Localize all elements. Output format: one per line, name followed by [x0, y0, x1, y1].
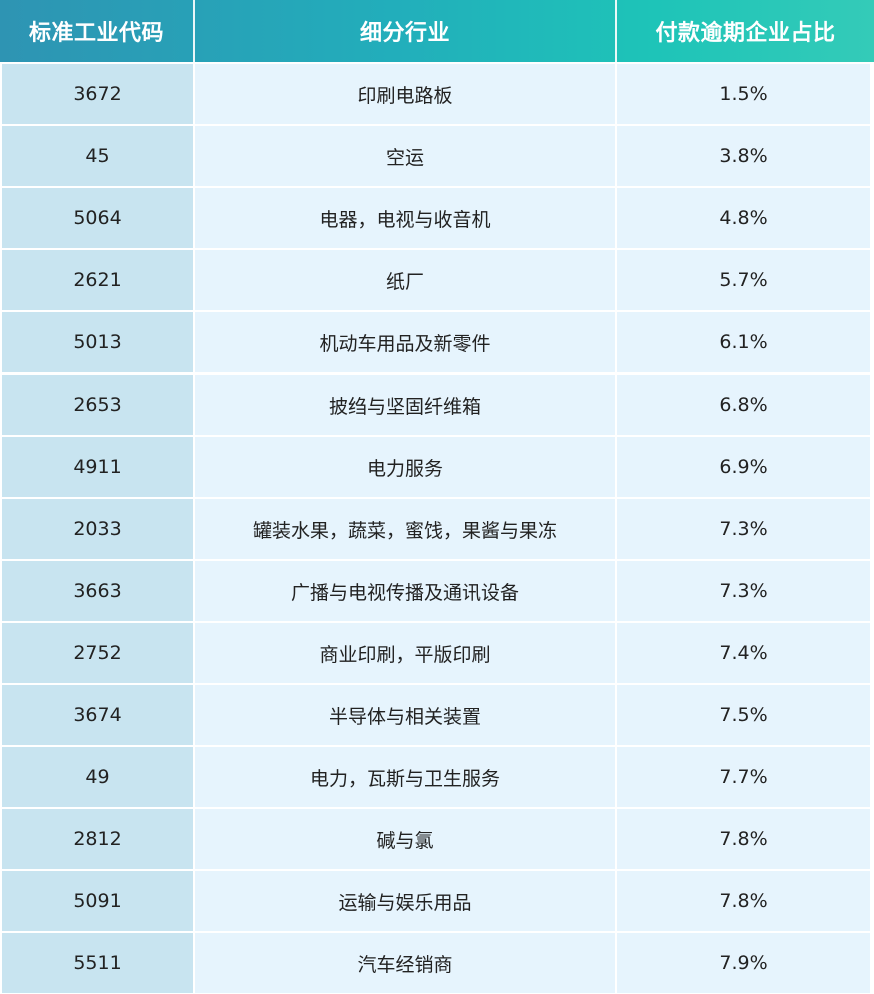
cell-sic-code: 5091 [2, 871, 193, 931]
table-row: 2653 披绉与坚固纤维箱 6.8% [0, 375, 874, 435]
cell-sub-industry: 碱与氯 [195, 809, 615, 869]
header-overdue-share: 付款逾期企业占比 [655, 21, 836, 46]
cell-overdue-share: 6.9% [617, 437, 870, 497]
cell-sic-code: 2812 [2, 809, 193, 869]
cell-sub-industry: 电器，电视与收音机 [195, 188, 615, 248]
cell-sub-industry: 电力服务 [195, 437, 615, 497]
table-row: 5013 机动车用品及新零件 6.1% [0, 312, 874, 372]
cell-overdue-share: 4.8% [617, 188, 870, 248]
cell-overdue-share: 7.8% [617, 871, 870, 931]
cell-sic-code: 2752 [2, 623, 193, 683]
cell-sub-industry: 罐装水果，蔬菜，蜜饯，果酱与果冻 [195, 499, 615, 559]
table-row: 3663 广播与电视传播及通讯设备 7.3% [0, 561, 874, 621]
cell-sub-industry: 披绉与坚固纤维箱 [195, 375, 615, 435]
cell-sic-code: 4911 [2, 437, 193, 497]
cell-sic-code: 45 [2, 126, 193, 186]
cell-sic-code: 3674 [2, 685, 193, 745]
cell-sic-code: 5511 [2, 933, 193, 993]
cell-overdue-share: 7.8% [617, 809, 870, 869]
cell-overdue-share: 7.4% [617, 623, 870, 683]
table-row: 5511 汽车经销商 7.9% [0, 933, 874, 993]
cell-overdue-share: 1.5% [617, 64, 870, 124]
cell-overdue-share: 6.8% [617, 375, 870, 435]
table-row: 2812 碱与氯 7.8% [0, 809, 874, 869]
cell-sic-code: 5064 [2, 188, 193, 248]
table-row: 3672 印刷电路板 1.5% [0, 64, 874, 124]
table-row: 3674 半导体与相关装置 7.5% [0, 685, 874, 745]
cell-overdue-share: 7.9% [617, 933, 870, 993]
header-divider [193, 0, 195, 62]
table-row: 2621 纸厂 5.7% [0, 250, 874, 310]
cell-sub-industry: 印刷电路板 [195, 64, 615, 124]
header-divider [615, 0, 617, 62]
table-header: 标准工业代码 细分行业 付款逾期企业占比 [0, 0, 874, 62]
cell-sub-industry: 商业印刷，平版印刷 [195, 623, 615, 683]
cell-sub-industry: 广播与电视传播及通讯设备 [195, 561, 615, 621]
cell-sub-industry: 纸厂 [195, 250, 615, 310]
table-row: 45 空运 3.8% [0, 126, 874, 186]
cell-overdue-share: 7.3% [617, 561, 870, 621]
cell-sub-industry: 电力，瓦斯与卫生服务 [195, 747, 615, 807]
cell-sic-code: 2033 [2, 499, 193, 559]
cell-overdue-share: 5.7% [617, 250, 870, 310]
table-row: 5064 电器，电视与收音机 4.8% [0, 188, 874, 248]
cell-sic-code: 2653 [2, 375, 193, 435]
table-row: 2033 罐装水果，蔬菜，蜜饯，果酱与果冻 7.3% [0, 499, 874, 559]
cell-sic-code: 3663 [2, 561, 193, 621]
table-row: 4911 电力服务 6.9% [0, 437, 874, 497]
cell-overdue-share: 7.5% [617, 685, 870, 745]
header-sub-industry: 细分行业 [359, 21, 450, 46]
cell-sub-industry: 半导体与相关装置 [195, 685, 615, 745]
table-row: 2752 商业印刷，平版印刷 7.4% [0, 623, 874, 683]
cell-sic-code: 2621 [2, 250, 193, 310]
cell-sub-industry: 运输与娱乐用品 [195, 871, 615, 931]
cell-sub-industry: 机动车用品及新零件 [195, 312, 615, 372]
cell-overdue-share: 3.8% [617, 126, 870, 186]
cell-sic-code: 49 [2, 747, 193, 807]
table-row: 49 电力，瓦斯与卫生服务 7.7% [0, 747, 874, 807]
cell-sub-industry: 汽车经销商 [195, 933, 615, 993]
cell-overdue-share: 6.1% [617, 312, 870, 372]
cell-overdue-share: 7.7% [617, 747, 870, 807]
cell-sic-code: 3672 [2, 64, 193, 124]
cell-sic-code: 5013 [2, 312, 193, 372]
header-sic-code: 标准工业代码 [28, 21, 164, 46]
table-row: 5091 运输与娱乐用品 7.8% [0, 871, 874, 931]
cell-sub-industry: 空运 [195, 126, 615, 186]
cell-overdue-share: 7.3% [617, 499, 870, 559]
